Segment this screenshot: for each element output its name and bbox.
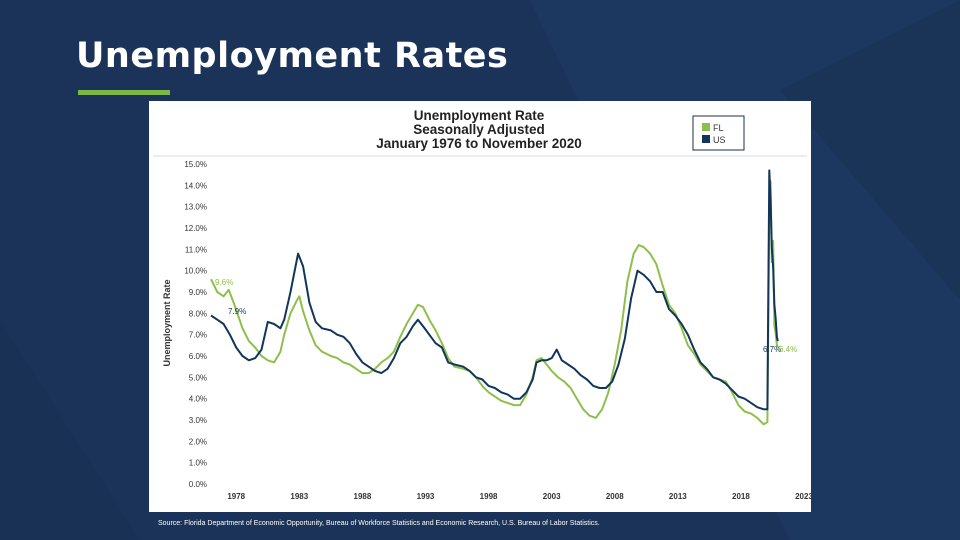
chart-panel: Unemployment Rate Seasonally Adjusted Ja… (149, 101, 813, 512)
x-tick-label: 2023 (795, 492, 811, 501)
y-tick-label: 3.0% (189, 416, 207, 425)
x-tick-label: 1983 (290, 492, 308, 501)
annotation-fl-start: 9.6% (215, 278, 233, 287)
y-tick-label: 14.0% (184, 181, 207, 190)
x-tick-label: 2018 (732, 492, 750, 501)
x-tick-label: 2008 (606, 492, 624, 501)
y-tick-label: 6.0% (189, 352, 207, 361)
y-tick-label: 8.0% (189, 309, 207, 318)
annotation-layer: 9.6% 7.9% 6.7% 6.4% (215, 278, 797, 354)
series-line-us (210, 169, 779, 411)
y-tick-label: 10.0% (184, 267, 207, 276)
x-tick-label: 2003 (543, 492, 561, 501)
y-tick-label: 12.0% (184, 224, 207, 233)
series-layer (210, 169, 779, 426)
y-tick-label: 13.0% (184, 203, 207, 212)
unemployment-chart: Unemployment Rate Seasonally Adjusted Ja… (153, 108, 813, 501)
legend-swatch-us (702, 135, 710, 143)
legend-box (692, 115, 745, 151)
y-tick-label: 7.0% (189, 331, 207, 340)
x-tick-label: 1998 (480, 492, 498, 501)
x-axis-ticks: 1978 1983 1988 1993 1998 2003 2008 2013 2018 2023 (227, 492, 813, 501)
title-underline (78, 90, 170, 95)
annotation-fl-end: 6.4% (779, 345, 797, 354)
y-tick-label: 4.0% (189, 395, 207, 404)
x-tick-label: 1993 (417, 492, 435, 501)
annotation-us-start: 7.9% (228, 307, 246, 316)
y-tick-label: 11.0% (185, 245, 207, 254)
legend: FL US (692, 115, 745, 151)
legend-swatch-fl (702, 123, 710, 131)
y-axis-ticks: 15.0% 14.0% 13.0% 12.0% 11.0% 10.0% 9.0% 8.0% 7.… (184, 160, 207, 489)
chart-title-line-1: Unemployment Rate (414, 108, 545, 123)
legend-label-fl: FL (713, 123, 724, 133)
x-tick-label: 1988 (354, 492, 372, 501)
chart-title-line-2: Seasonally Adjusted (413, 122, 545, 137)
y-tick-label: 9.0% (189, 288, 207, 297)
chart-title-line-3: January 1976 to November 2020 (376, 136, 582, 151)
y-tick-label: 15.0% (184, 160, 207, 169)
source-note: Source: Florida Department of Economic O… (158, 520, 600, 527)
legend-label-us: US (713, 135, 726, 145)
x-tick-label: 2013 (669, 492, 687, 501)
y-axis-label: Unemployment Rate (162, 279, 172, 366)
chart-title: Unemployment Rate Seasonally Adjusted Ja… (376, 108, 582, 151)
y-tick-label: 0.0% (189, 480, 207, 489)
slide-title: Unemployment Rates (76, 36, 509, 76)
annotation-us-end: 6.7% (763, 345, 781, 354)
y-tick-label: 5.0% (189, 373, 207, 382)
y-tick-label: 2.0% (189, 437, 207, 446)
x-tick-label: 1978 (227, 492, 245, 501)
y-tick-label: 1.0% (189, 459, 207, 468)
